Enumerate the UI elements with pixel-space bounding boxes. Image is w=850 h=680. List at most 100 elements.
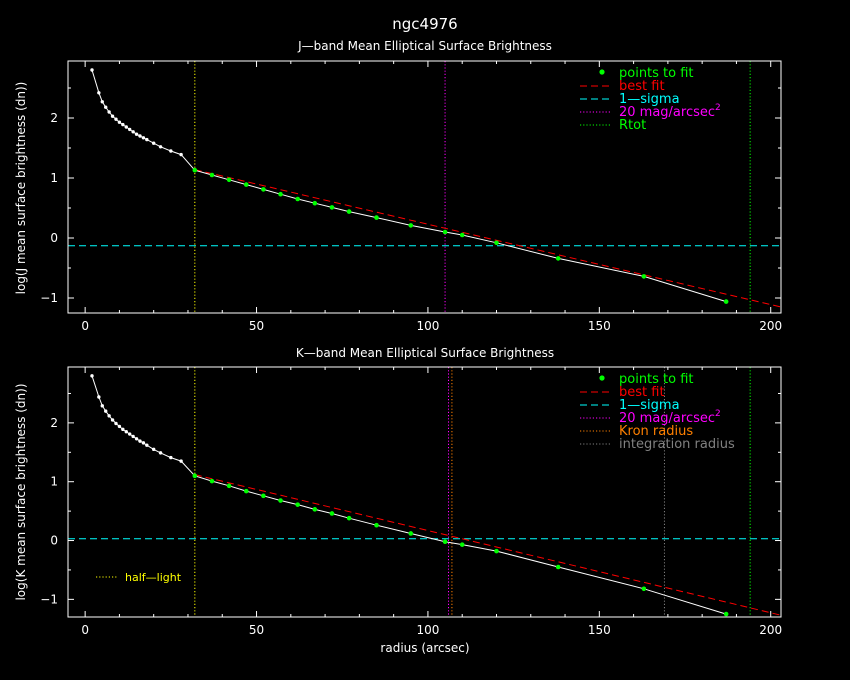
j-best-fit-line [194,169,781,308]
j-fit-point [243,182,249,187]
j-ytick-label: −1 [40,291,58,305]
j-fit-point [723,299,729,304]
j-fit-point [408,223,414,228]
k-profile-point [90,374,94,378]
j-ytick-label: 0 [50,231,58,245]
j-axes-frame [67,60,782,314]
j-ytick-label: 1 [50,171,58,185]
j-fit-point [555,256,561,261]
k-fit-point [329,511,335,516]
k-xtick-label: 150 [588,623,611,637]
j-legend-marker [599,69,605,75]
k-fit-point [261,493,266,499]
k-fit-point [555,564,561,570]
k-fit-point [192,473,198,479]
k-legend-label: Kron radius [619,424,693,439]
k-profile-point [145,443,149,447]
j-profile-point [134,132,139,136]
k-band-panel: K—band Mean Elliptical Surface Brightnes… [14,346,782,655]
j-legend-label: 20 mag/arcsec2 [619,103,721,120]
j-profile-point [169,149,173,153]
j-fit-point [226,177,232,183]
j-fit-point [261,187,266,192]
j-band-ylabel: log(J mean surface brightness (dn)) [14,82,28,295]
k-legend-label: 20 mag/arcsec2 [619,409,721,426]
k-fit-point [459,542,465,547]
k-ytick-label: 2 [50,416,58,430]
j-fit-point [329,205,335,210]
j-profile-point [131,130,135,134]
j-profile-point [114,117,118,121]
k-plot-area [68,367,781,617]
k-profile-point [128,432,132,436]
k-axes-frame [67,366,782,618]
k-profile-point [158,451,163,455]
j-profile-point [128,127,132,132]
k-profile-point [117,424,122,429]
k-fit-point [226,483,232,489]
k-profile-point [179,459,183,463]
k-profile-point [134,437,139,441]
k-profile-point [151,447,156,452]
figure-title: ngc4976 [392,15,457,33]
j-legend-label: best fit [619,79,665,94]
j-profile-point [145,137,149,142]
j-profile-point [151,141,156,145]
k-xtick-label: 0 [81,623,89,637]
x-axis-label: radius (arcsec) [380,641,469,655]
k-fit-point [442,539,448,545]
k-fit-point [295,502,300,507]
k-fit-point [374,522,379,528]
k-best-fit-line [194,474,781,616]
k-ytick-label: 0 [50,534,58,548]
j-profile-point [100,100,104,104]
k-fit-point [723,611,729,617]
k-fit-point [312,507,318,512]
j-profile-point [97,91,101,95]
k-profile-point [97,395,101,399]
j-profile-point [138,134,142,138]
k-profile-point [104,409,108,413]
j-xtick-label: 200 [759,319,782,333]
j-legend-label: points to fit [619,66,694,81]
j-profile-point [121,122,125,127]
k-fit-point [346,515,352,521]
j-profile-point [179,152,183,157]
j-fit-point [641,274,647,279]
j-legend-label: Rtot [619,118,646,133]
j-fit-point [312,200,318,206]
j-ytick-label: 2 [50,111,58,125]
k-fit-point [641,586,647,592]
j-profile-point [124,125,128,129]
j-profile-point [104,105,108,109]
k-profile-point [131,434,135,439]
k-fit-point [209,478,215,484]
j-profile-point [158,145,163,149]
j-fit-point [295,196,300,202]
k-ytick-label: 1 [50,475,58,489]
j-fit-point [209,172,215,178]
j-legend-superscript: 2 [715,103,721,113]
j-profile-point [117,120,122,124]
k-xtick-label: 100 [416,623,439,637]
k-legend-label: integration radius [619,437,735,452]
k-legend-label: points to fit [619,372,694,387]
j-fit-point [374,215,379,220]
j-profile-point [141,136,146,140]
j-xtick-label: 100 [416,319,439,333]
j-xtick-label: 0 [81,319,89,333]
j-fit-point [459,232,465,238]
j-xtick-label: 150 [588,319,611,333]
j-plot-area [68,61,781,313]
k-profile-point [110,418,115,422]
k-profile-point [138,439,142,443]
j-profile-point [107,110,111,114]
j-fit-point [278,191,283,197]
k-profile-point [169,455,173,460]
j-xtick-label: 50 [249,319,264,333]
k-xtick-label: 50 [249,623,264,637]
k-ytick-label: −1 [40,592,58,606]
